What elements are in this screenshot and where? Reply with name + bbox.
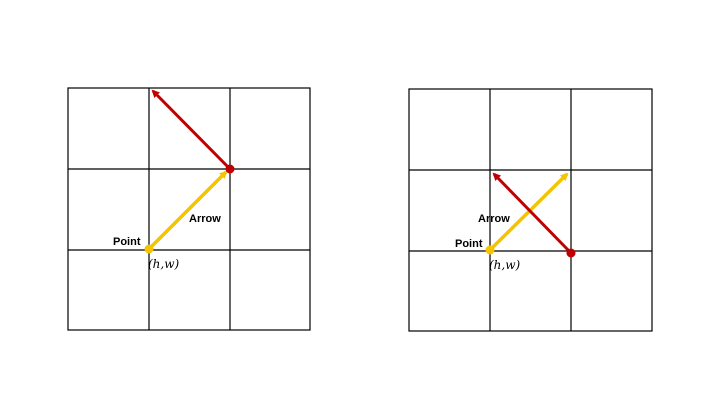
- left-yellow-arrow: [147, 170, 228, 251]
- right-grid: [408, 88, 653, 332]
- left-red-dot: [225, 164, 235, 174]
- right-coord-label: (h,w): [489, 258, 520, 272]
- left-grid-border: [67, 87, 311, 331]
- left-arrow-label: Arrow: [189, 213, 221, 225]
- left-coord-label: (h,w): [148, 257, 179, 271]
- left-point-label: Point: [113, 236, 141, 248]
- right-red-arrow: [492, 172, 573, 255]
- right-grid-border: [408, 88, 653, 332]
- right-yellow-arrow: [488, 172, 569, 252]
- right-point-label: Point: [455, 238, 483, 250]
- left-red-arrow: [151, 89, 232, 171]
- right-red-dot: [566, 248, 576, 258]
- left-point-dot: [144, 244, 154, 254]
- left-grid: [67, 87, 311, 331]
- right-point-dot: [485, 245, 495, 255]
- right-panel: Point Arrow (h,w): [408, 88, 653, 332]
- left-panel: Point Arrow (h,w): [67, 87, 311, 331]
- right-arrow-label: Arrow: [478, 213, 510, 225]
